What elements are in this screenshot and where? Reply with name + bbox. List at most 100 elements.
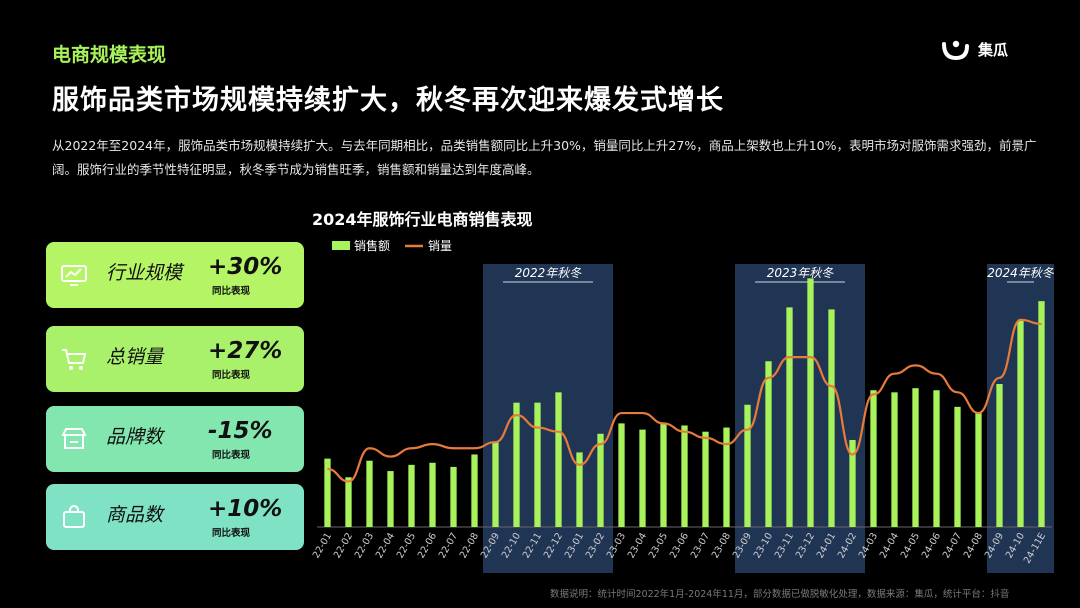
highlight-band bbox=[483, 264, 613, 573]
bar-sales bbox=[639, 429, 646, 527]
x-tick-label: 22-04 bbox=[374, 531, 397, 560]
bar-sales bbox=[891, 392, 898, 527]
x-tick-label: 24-02 bbox=[836, 531, 859, 560]
highlight-label: 2022年秋冬 bbox=[515, 266, 583, 280]
x-tick-label: 23-02 bbox=[584, 531, 607, 560]
x-tick-label: 22-07 bbox=[437, 531, 460, 560]
shopping-bag-icon bbox=[63, 505, 85, 528]
cart-icon bbox=[62, 349, 87, 370]
kpi-sub: 同比表现 bbox=[212, 370, 251, 381]
kpi-card-industry-scale: 行业规模 +30% 同比表现 bbox=[46, 242, 304, 308]
kpi-sub: 同比表现 bbox=[212, 528, 251, 539]
logo-text: 集瓜 bbox=[978, 40, 1009, 59]
bar-sales bbox=[324, 458, 331, 527]
chart-title: 2024年服饰行业电商销售表现 bbox=[312, 210, 533, 229]
kpi-label: 行业规模 bbox=[106, 262, 183, 284]
kpi-sub: 同比表现 bbox=[212, 286, 251, 297]
bar-sales bbox=[576, 452, 583, 527]
x-tick-label: 23-06 bbox=[668, 531, 691, 560]
kpi-value: +30% bbox=[208, 254, 283, 280]
kpi-card-product-count: 商品数 +10% 同比表现 bbox=[46, 484, 304, 550]
x-tick-label: 23-03 bbox=[605, 531, 628, 560]
kpi-value: -15% bbox=[208, 418, 273, 444]
logo-icon bbox=[942, 40, 969, 60]
kpi-card-brand-count: 品牌数 -15% 同比表现 bbox=[46, 406, 304, 472]
x-tick-label: 23-04 bbox=[626, 531, 649, 560]
highlight-label: 2023年秋冬 bbox=[767, 266, 835, 280]
kpi-label: 商品数 bbox=[106, 504, 164, 526]
x-tick-label: 22-10 bbox=[500, 531, 523, 560]
x-tick-label: 24-08 bbox=[962, 531, 985, 560]
x-tick-label: 22-06 bbox=[416, 531, 439, 560]
legend-label-sales: 销售额 bbox=[354, 238, 390, 253]
bar-sales bbox=[786, 307, 793, 527]
highlight-band bbox=[987, 264, 1054, 573]
kpi-value: +27% bbox=[208, 338, 283, 364]
x-tick-label: 22-09 bbox=[479, 531, 502, 560]
bar-sales bbox=[555, 392, 562, 527]
bar-sales bbox=[471, 454, 478, 527]
bar-sales bbox=[660, 423, 667, 527]
bar-sales bbox=[933, 390, 940, 527]
x-tick-label: 23-05 bbox=[647, 531, 670, 560]
x-tick-label: 23-11 bbox=[773, 531, 796, 560]
data-footnote: 数据说明：统计时间2022年1月-2024年11月，部分数据已做脱敏化处理，数据… bbox=[550, 589, 1010, 600]
bar-sales bbox=[828, 309, 835, 527]
bar-sales bbox=[534, 402, 541, 527]
page-title: 服饰品类市场规模持续扩大，秋冬再次迎来爆发式增长 bbox=[52, 85, 724, 116]
bar-sales bbox=[387, 471, 394, 527]
kpi-label: 品牌数 bbox=[106, 426, 164, 448]
bar-sales bbox=[450, 466, 457, 527]
highlight-band bbox=[735, 264, 865, 573]
x-tick-label: 23-09 bbox=[731, 531, 754, 560]
bar-sales bbox=[681, 425, 688, 527]
x-tick-label: 22-03 bbox=[353, 531, 376, 560]
x-tick-label: 23-12 bbox=[794, 531, 817, 560]
x-tick-label: 22-08 bbox=[458, 531, 481, 560]
x-tick-label: 22-02 bbox=[332, 531, 355, 560]
bar-sales bbox=[1038, 301, 1045, 527]
bar-sales bbox=[807, 278, 814, 527]
x-tick-label: 23-01 bbox=[563, 531, 586, 560]
bar-sales bbox=[912, 388, 919, 527]
legend-swatch-sales bbox=[332, 241, 350, 250]
bar-sales bbox=[765, 361, 772, 527]
bar-sales bbox=[408, 464, 415, 527]
x-tick-label: 24-06 bbox=[920, 531, 943, 560]
bar-sales bbox=[723, 427, 730, 527]
kpi-card-total-sales: 总销量 +27% 同比表现 bbox=[46, 326, 304, 392]
bar-sales bbox=[345, 477, 352, 527]
x-tick-label: 24-11E bbox=[1022, 531, 1048, 566]
bar-sales bbox=[849, 439, 856, 527]
x-tick-label: 24-03 bbox=[857, 531, 880, 560]
bar-sales bbox=[954, 406, 961, 527]
x-tick-label: 22-11 bbox=[521, 531, 544, 560]
x-tick-label: 24-10 bbox=[1004, 531, 1027, 560]
intro-paragraph: 从2022年至2024年，服饰品类市场规模持续扩大。与去年同期相比，品类销售额同… bbox=[52, 138, 1037, 177]
monitor-chart-icon bbox=[61, 265, 87, 286]
x-tick-label: 23-10 bbox=[752, 531, 775, 560]
bar-sales bbox=[366, 460, 373, 527]
highlight-label: 2024年秋冬 bbox=[987, 266, 1055, 280]
x-tick-label: 22-05 bbox=[395, 531, 418, 560]
bar-sales bbox=[429, 462, 436, 527]
x-tick-label: 23-07 bbox=[689, 531, 712, 560]
kpi-value: +10% bbox=[208, 496, 283, 522]
x-tick-label: 24-05 bbox=[899, 531, 922, 560]
legend-label-volume: 销量 bbox=[428, 239, 452, 253]
bar-sales bbox=[975, 413, 982, 527]
bar-sales bbox=[597, 433, 604, 527]
x-tick-label: 24-04 bbox=[878, 531, 901, 560]
x-tick-label: 22-01 bbox=[311, 531, 334, 560]
bar-sales bbox=[513, 402, 520, 527]
bar-sales bbox=[492, 442, 499, 527]
brand-logo: 集瓜 bbox=[940, 38, 1008, 60]
bar-sales bbox=[1017, 319, 1024, 527]
kpi-label: 总销量 bbox=[106, 346, 164, 368]
x-tick-label: 24-07 bbox=[941, 531, 964, 560]
store-icon bbox=[61, 428, 87, 449]
x-tick-label: 24-09 bbox=[983, 531, 1006, 560]
kpi-sub: 同比表现 bbox=[212, 450, 251, 461]
section-label: 电商规模表现 bbox=[52, 44, 167, 66]
line-volume bbox=[327, 318, 1042, 483]
